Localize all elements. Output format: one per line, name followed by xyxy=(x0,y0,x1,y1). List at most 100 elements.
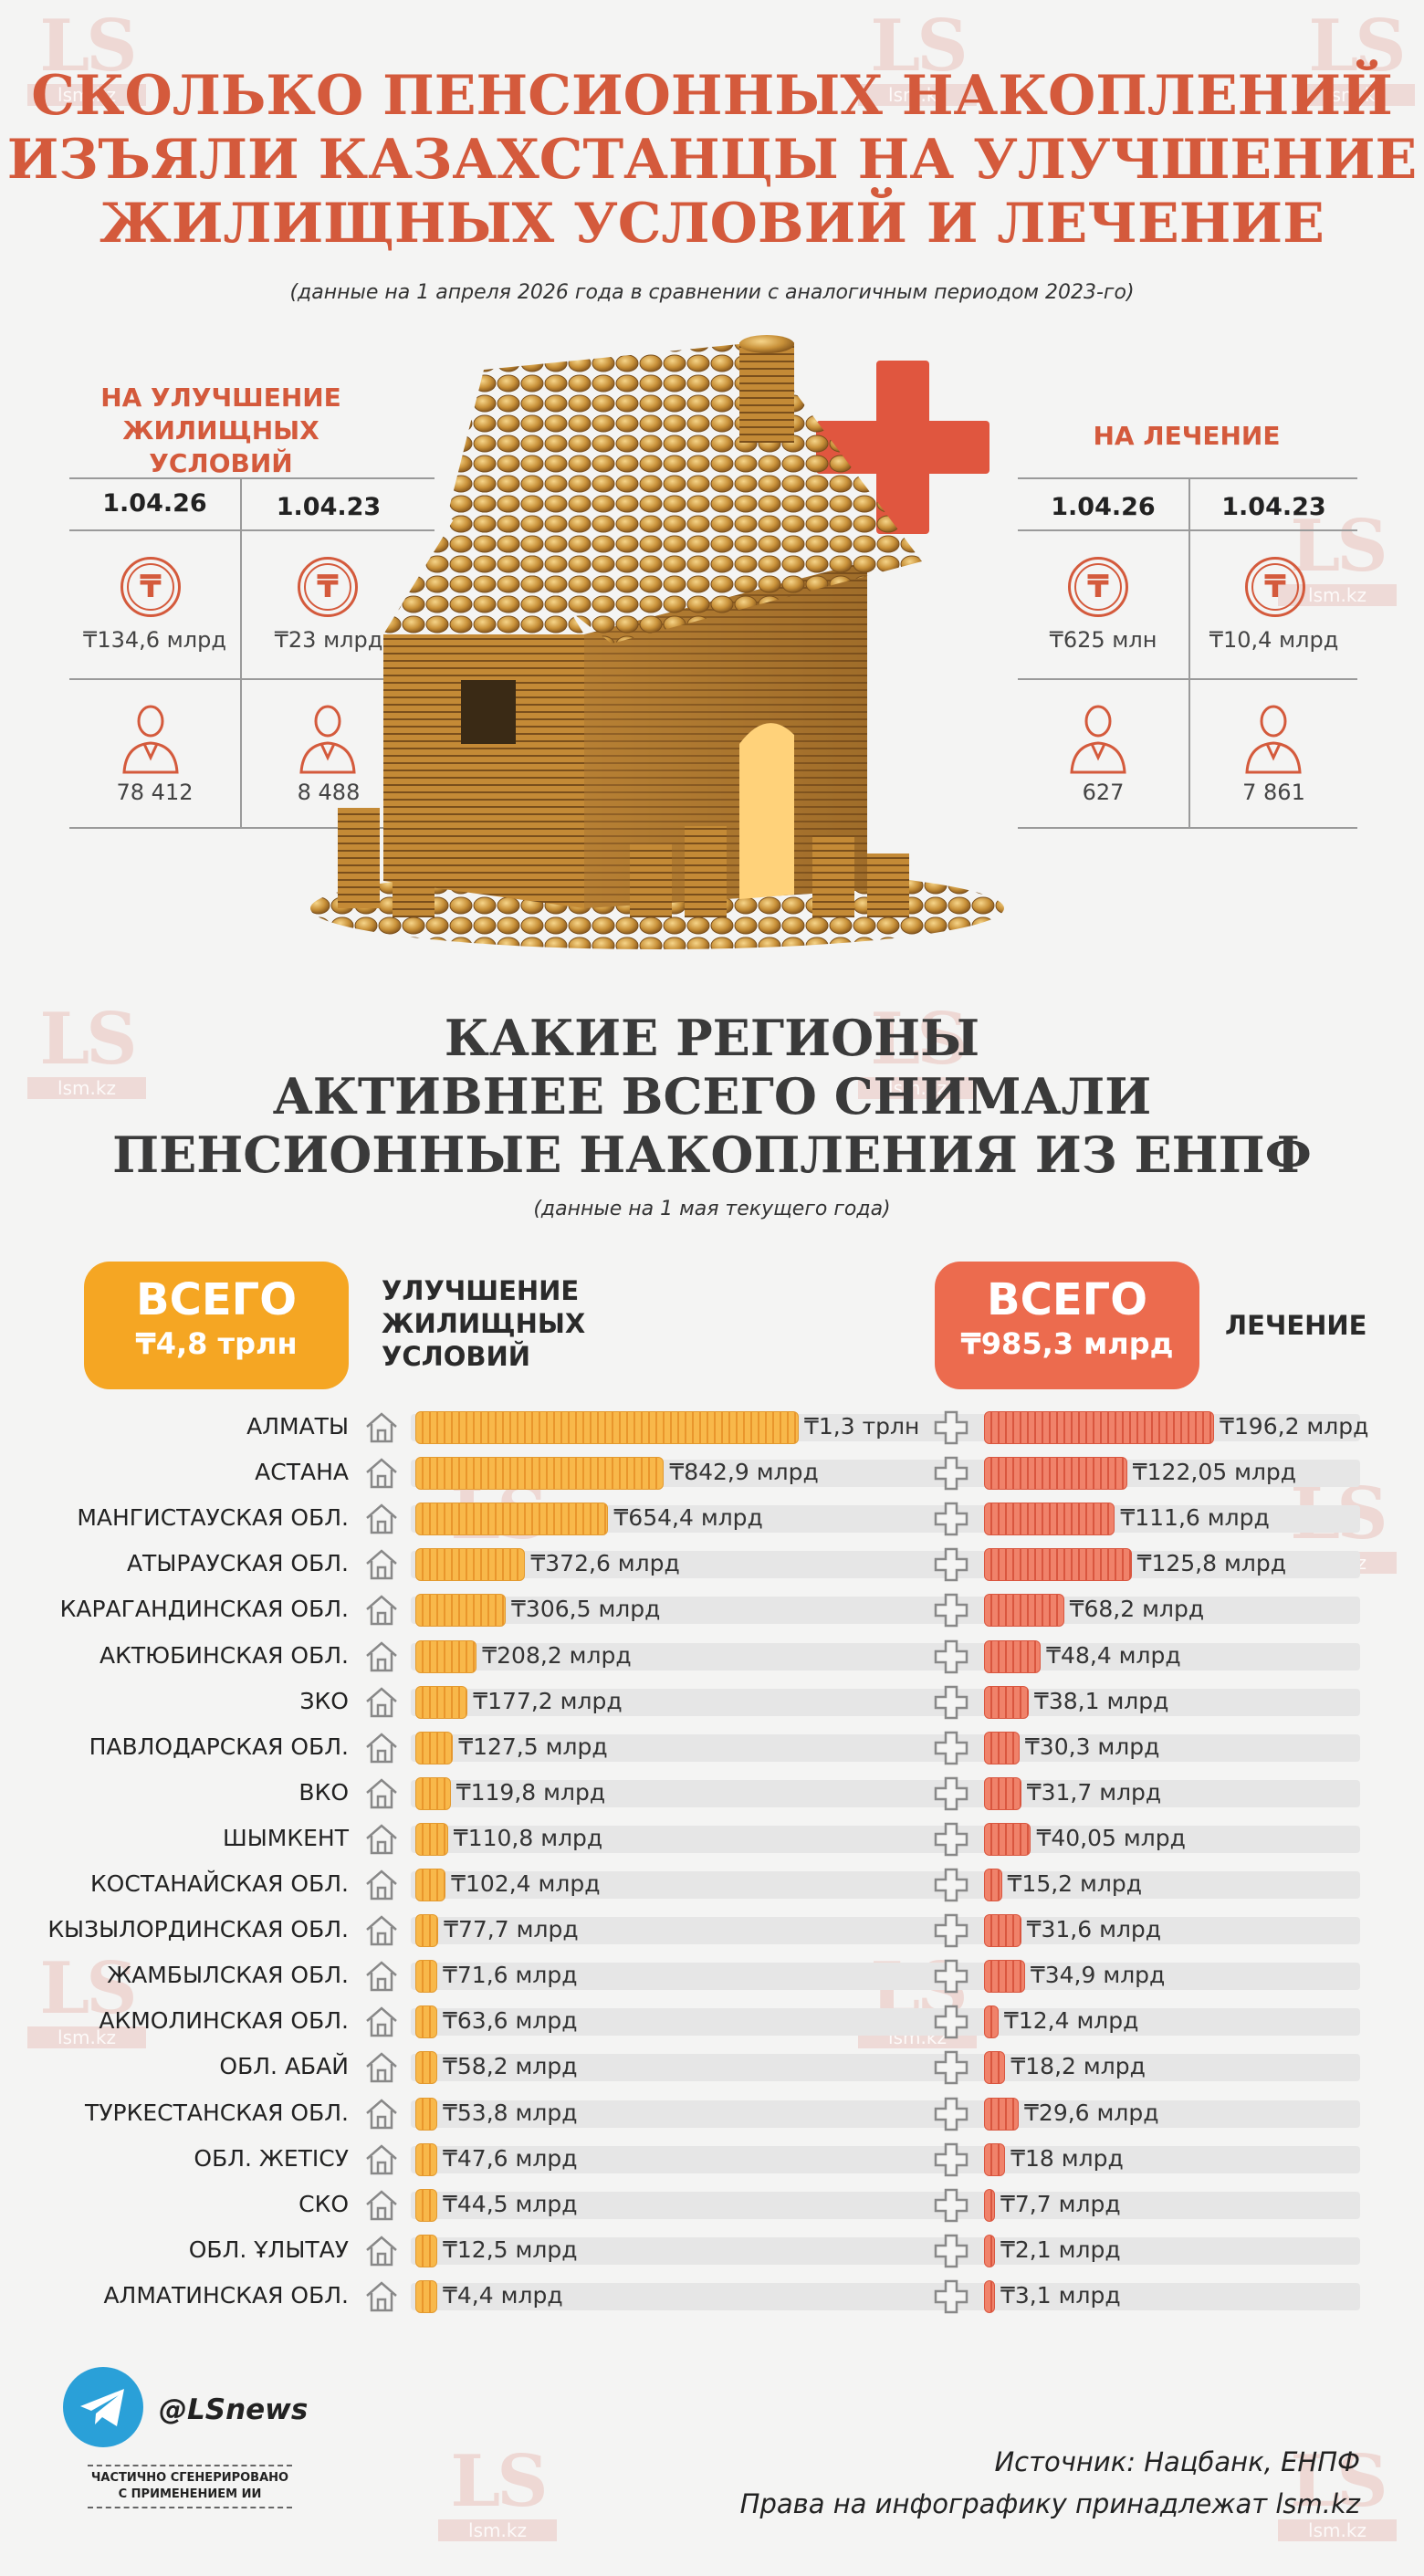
medical-value-label: ₸68,2 млрд xyxy=(1069,1596,1205,1623)
housing-bar xyxy=(415,2005,437,2039)
medical-value-label: ₸31,6 млрд xyxy=(1026,1916,1162,1943)
house-icon xyxy=(366,2052,397,2083)
row-track xyxy=(411,2054,1360,2082)
medical-value-label: ₸3,1 млрд xyxy=(1000,2281,1121,2309)
housing-value-label: ₸77,7 млрд xyxy=(444,1916,579,1943)
page-subtitle: (данные на 1 апреля 2026 года в сравнени… xyxy=(289,281,1135,304)
table-divider xyxy=(69,529,435,531)
housing-people-2023: 8 488 xyxy=(297,780,361,805)
medical-bar xyxy=(984,2142,1006,2176)
region-label: ОБЛ. ЖЕТІСУ xyxy=(194,2144,349,2172)
person-icon xyxy=(1245,705,1302,774)
medical-value-label: ₸2,1 млрд xyxy=(1000,2236,1121,2263)
housing-bar xyxy=(415,2279,437,2313)
housing-bar xyxy=(415,1776,451,1810)
medical-cross-icon xyxy=(934,1548,969,1582)
medical-value-label: ₸40,05 млрд xyxy=(1036,1824,1186,1851)
person-icon xyxy=(122,705,179,774)
tenge-icon: ₸ xyxy=(1068,557,1128,617)
table-divider xyxy=(69,477,435,479)
housing-value-label: ₸372,6 млрд xyxy=(530,1550,680,1577)
housing-value-label: ₸177,2 млрд xyxy=(473,1687,623,1714)
medical-bar xyxy=(984,1594,1064,1628)
total-label: ВСЕГО xyxy=(987,1274,1147,1325)
medical-cross-icon xyxy=(934,1502,969,1536)
housing-value-label: ₸4,4 млрд xyxy=(443,2281,563,2309)
house-icon xyxy=(366,1412,397,1443)
housing-bar xyxy=(415,1503,609,1536)
house-icon xyxy=(366,1595,397,1626)
house-icon xyxy=(366,2098,397,2129)
medical-value-label: ₸15,2 млрд xyxy=(1007,1870,1143,1897)
house-icon xyxy=(366,1824,397,1855)
housing-date-2023: 1.04.23 xyxy=(276,493,382,521)
housing-bar xyxy=(415,1731,454,1764)
housing-value-label: ₸12,5 млрд xyxy=(443,2236,578,2263)
house-icon xyxy=(366,1961,397,1992)
medical-date-2026: 1.04.26 xyxy=(1051,493,1156,521)
person-icon xyxy=(299,705,356,774)
region-label: КЫЗЫЛОРДИНСКАЯ ОБЛ. xyxy=(47,1916,349,1943)
medical-value-label: ₸196,2 млрд xyxy=(1220,1413,1369,1440)
medical-people-2023: 7 861 xyxy=(1242,780,1305,805)
medical-value-label: ₸31,7 млрд xyxy=(1026,1778,1162,1806)
housing-value-label: ₸208,2 млрд xyxy=(482,1641,632,1669)
housing-value-label: ₸110,8 млрд xyxy=(453,1824,603,1851)
housing-bar xyxy=(415,2234,437,2267)
medical-bar xyxy=(984,1960,1025,1994)
region-label: МАНГИСТАУСКАЯ ОБЛ. xyxy=(77,1504,349,1532)
tenge-icon: ₸ xyxy=(298,557,358,617)
row-track xyxy=(411,1871,1360,1899)
row-track xyxy=(411,1825,1360,1853)
medical-bar xyxy=(984,1411,1214,1444)
housing-people-2026: 78 412 xyxy=(116,780,194,805)
housing-amount-2023: ₸23 млрд xyxy=(274,627,383,653)
medical-amount-2026: ₸625 млн xyxy=(1049,627,1157,653)
row-track xyxy=(411,2008,1360,2037)
housing-category-label: УЛУЧШЕНИЕ ЖИЛИЩНЫХ УСЛОВИЙ xyxy=(382,1275,586,1372)
telegram-handle[interactable]: @LSnews xyxy=(159,2393,309,2426)
housing-header-line: НА УЛУЧШЕНИЕ xyxy=(100,382,341,413)
housing-bar xyxy=(415,1639,477,1673)
section2-title-line: КАКИЕ РЕГИОНЫ xyxy=(444,1009,980,1067)
table-divider xyxy=(1018,477,1357,479)
housing-value-label: ₸58,2 млрд xyxy=(443,2053,578,2080)
region-label: ШЫМКЕНТ xyxy=(223,1824,349,1851)
row-track xyxy=(411,1642,1360,1670)
region-label: АЛМАТЫ xyxy=(246,1413,349,1440)
region-label: ЖАМБЫЛСКАЯ ОБЛ. xyxy=(107,1962,349,1989)
telegram-icon[interactable] xyxy=(62,2366,144,2448)
medical-cross-icon xyxy=(934,2097,969,2131)
table-divider xyxy=(1018,827,1357,829)
housing-value-label: ₸654,4 млрд xyxy=(613,1504,763,1532)
medical-cross-icon xyxy=(934,2188,969,2222)
row-track xyxy=(411,1779,1360,1807)
house-icon xyxy=(366,2143,397,2174)
medical-cross-icon xyxy=(934,1456,969,1491)
table-divider xyxy=(1018,678,1357,680)
housing-value-label: ₸63,6 млрд xyxy=(443,2007,578,2035)
region-label: ЗКО xyxy=(299,1687,349,1714)
housing-header-line: ЖИЛИЩНЫХ УСЛОВИЙ xyxy=(122,415,319,478)
medical-cross-icon xyxy=(934,1594,969,1628)
medical-value-label: ₸122,05 млрд xyxy=(1132,1459,1297,1486)
housing-bar xyxy=(415,1411,799,1444)
section2-title-line: АКТИВНЕЕ ВСЕГО СНИМАЛИ xyxy=(272,1067,1152,1126)
medical-value-label: ₸125,8 млрд xyxy=(1136,1550,1286,1577)
medical-value-label: ₸29,6 млрд xyxy=(1024,2099,1159,2126)
table-divider xyxy=(240,477,242,827)
medical-amount-2023: ₸10,4 млрд xyxy=(1209,627,1339,653)
medical-bar xyxy=(984,1639,1042,1673)
medical-bar xyxy=(984,1503,1115,1536)
medical-value-label: ₸18,2 млрд xyxy=(1010,2053,1146,2080)
medical-date-2023: 1.04.23 xyxy=(1221,493,1326,521)
region-label: АКМОЛИНСКАЯ ОБЛ. xyxy=(99,2007,349,2035)
row-track xyxy=(411,1917,1360,1945)
row-track xyxy=(411,1597,1360,1625)
total-value: ₸4,8 трлн xyxy=(135,1326,298,1361)
medical-bar xyxy=(984,1457,1127,1491)
medical-cross-icon xyxy=(934,1639,969,1673)
medical-bar xyxy=(984,2097,1020,2131)
row-track xyxy=(411,2145,1360,2173)
title-line: ИЗЪЯЛИ КАЗАХСТАНЦЫ НА УЛУЧШЕНИЕ xyxy=(6,128,1418,192)
